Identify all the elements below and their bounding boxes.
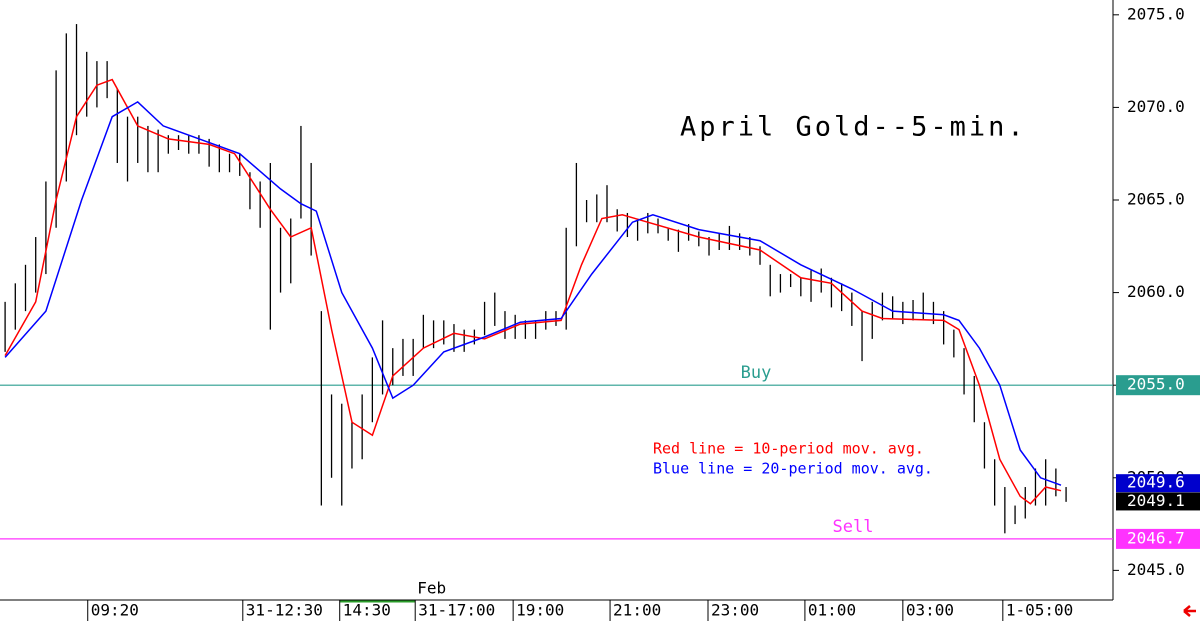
legend-entry: Blue line = 20-period mov. avg. xyxy=(653,460,933,478)
x-tick-label: 09:20 xyxy=(91,601,139,620)
legend-entry: Red line = 10-period mov. avg. xyxy=(653,440,924,458)
x-tick-label: 31-12:30 xyxy=(246,601,323,620)
y-tick-label: 2045.0 xyxy=(1127,560,1185,579)
last-value-box xyxy=(1116,474,1200,493)
x-tick-label: 19:00 xyxy=(516,601,564,620)
last-value-box xyxy=(1116,492,1200,511)
y-tick-label: 2065.0 xyxy=(1127,190,1185,209)
level-box-label: 2055.0 xyxy=(1127,375,1185,394)
level-box xyxy=(1116,528,1200,549)
level-box xyxy=(1116,375,1200,396)
x-tick-label: 03:00 xyxy=(906,601,954,620)
level-name: Buy xyxy=(741,363,772,383)
ma-line xyxy=(4,100,1062,486)
last-value-label: 2049.6 xyxy=(1127,473,1185,492)
x-tick-label: 01:00 xyxy=(808,601,856,620)
level-name: Sell xyxy=(833,517,874,537)
last-value-label: 2049.1 xyxy=(1127,491,1185,510)
x-tick-label: 1-05:00 xyxy=(1006,601,1073,620)
y-tick-label: 2060.0 xyxy=(1127,282,1185,301)
x-annotation: Feb xyxy=(417,579,446,598)
x-tick-label: 21:00 xyxy=(613,601,661,620)
y-tick-label: 2075.0 xyxy=(1127,4,1185,23)
ma-line xyxy=(4,78,1062,505)
scroll-arrow[interactable] xyxy=(1183,605,1196,617)
y-tick-label: 2070.0 xyxy=(1127,97,1185,116)
x-tick-label: 14:30 xyxy=(343,601,391,620)
x-tick-label: 31-17:00 xyxy=(418,601,495,620)
chart-title: April Gold--5-min. xyxy=(680,112,1027,143)
level-box-label: 2046.7 xyxy=(1127,528,1185,547)
x-tick-label: 23:00 xyxy=(711,601,759,620)
